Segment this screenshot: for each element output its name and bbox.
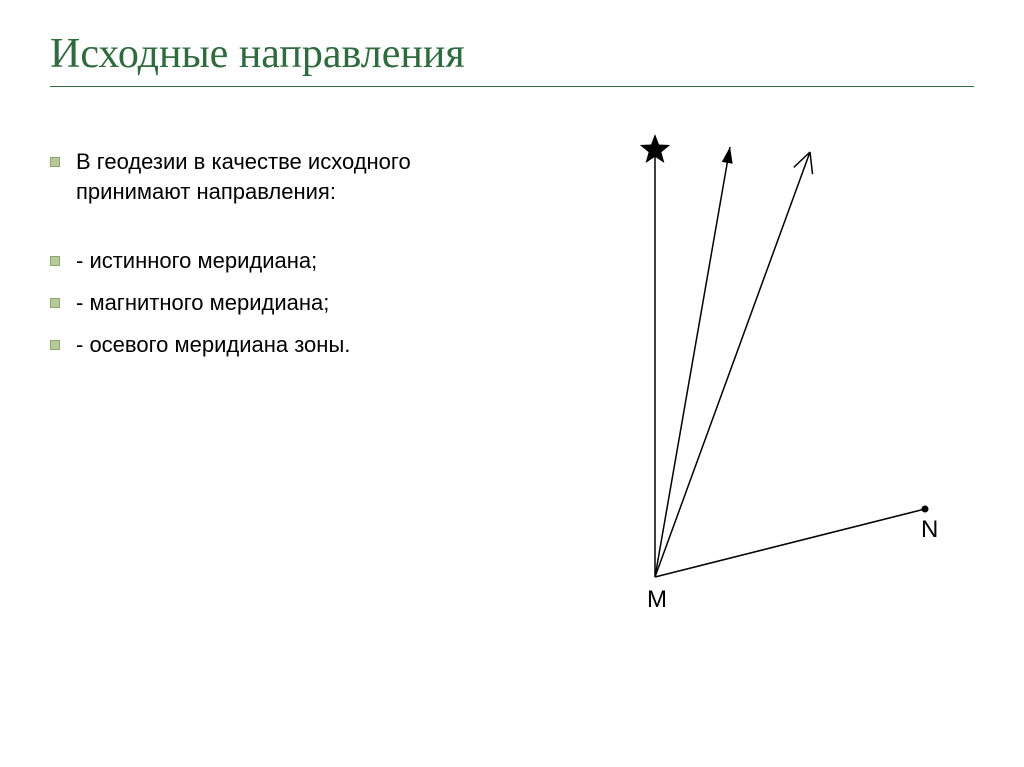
title-underline: [50, 86, 974, 87]
point-dot: [922, 506, 929, 513]
needle-icon: [810, 152, 813, 174]
page-title: Исходные направления: [50, 30, 974, 78]
label-M: M: [647, 586, 667, 613]
label-N: N: [921, 516, 938, 543]
content-row: В геодезии в качестве исходного принимаю…: [50, 137, 974, 371]
text-column: В геодезии в качестве исходного принимаю…: [50, 137, 480, 371]
axial-meridian: [655, 147, 730, 577]
arrow-icon: [722, 147, 733, 164]
bullet-magnetic-meridian: - магнитного меридиана;: [50, 288, 480, 318]
magnetic-meridian: [655, 152, 810, 577]
slide: Исходные направления В геодезии в качест…: [0, 0, 1024, 767]
diagram-column: NM: [480, 137, 974, 371]
direction-MN: [655, 509, 925, 577]
bullet-axial-meridian: - осевого меридиана зоны.: [50, 330, 480, 360]
directions-diagram: NM: [480, 117, 960, 637]
bullet-intro: В геодезии в качестве исходного принимаю…: [50, 147, 480, 206]
bullet-true-meridian: - истинного меридиана;: [50, 246, 480, 276]
bullet-spacer: [50, 218, 480, 246]
bullet-list: В геодезии в качестве исходного принимаю…: [50, 147, 480, 359]
